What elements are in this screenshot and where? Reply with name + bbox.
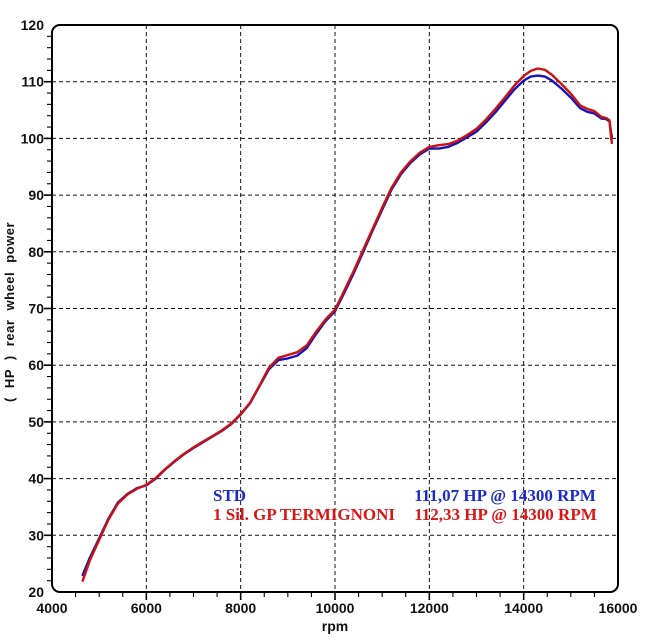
- svg-text:10000: 10000: [316, 600, 355, 616]
- svg-text:110: 110: [21, 74, 44, 90]
- svg-text:14000: 14000: [504, 600, 543, 616]
- svg-text:6000: 6000: [131, 600, 162, 616]
- svg-text:20: 20: [28, 584, 44, 600]
- legend-value-std: 111,07 HP @ 14300 RPM: [414, 486, 596, 505]
- legend: STD 111,07 HP @ 14300 RPM 1 Sil. GP TERM…: [213, 486, 597, 524]
- svg-text:4000: 4000: [36, 600, 67, 616]
- svg-text:80: 80: [28, 244, 44, 260]
- y-axis-title: ( HP ) rear wheel power: [2, 222, 17, 402]
- legend-value-termignoni: 112,33 HP @ 14300 RPM: [414, 505, 597, 524]
- legend-label-std: STD: [213, 486, 247, 505]
- svg-text:16000: 16000: [599, 600, 638, 616]
- svg-text:120: 120: [21, 17, 45, 33]
- legend-row-termignoni: 1 Sil. GP TERMIGNONI 112,33 HP @ 14300 R…: [213, 505, 597, 524]
- legend-row-std: STD 111,07 HP @ 14300 RPM: [213, 486, 597, 505]
- svg-text:60: 60: [28, 357, 44, 373]
- svg-text:70: 70: [28, 301, 44, 317]
- svg-text:90: 90: [28, 187, 44, 203]
- power-curves: [81, 67, 614, 582]
- x-axis-title: rpm: [322, 618, 348, 634]
- legend-label-termignoni: 1 Sil. GP TERMIGNONI: [213, 505, 395, 524]
- svg-text:12000: 12000: [410, 600, 449, 616]
- svg-text:50: 50: [28, 414, 44, 430]
- axis-ticks: [44, 35, 595, 600]
- svg-text:100: 100: [21, 130, 45, 146]
- tick-labels: 4000 6000 8000 10000 12000 14000 16000 20 30 40 50…: [21, 17, 638, 616]
- svg-text:30: 30: [28, 527, 44, 543]
- svg-text:8000: 8000: [225, 600, 256, 616]
- svg-text:40: 40: [28, 471, 44, 487]
